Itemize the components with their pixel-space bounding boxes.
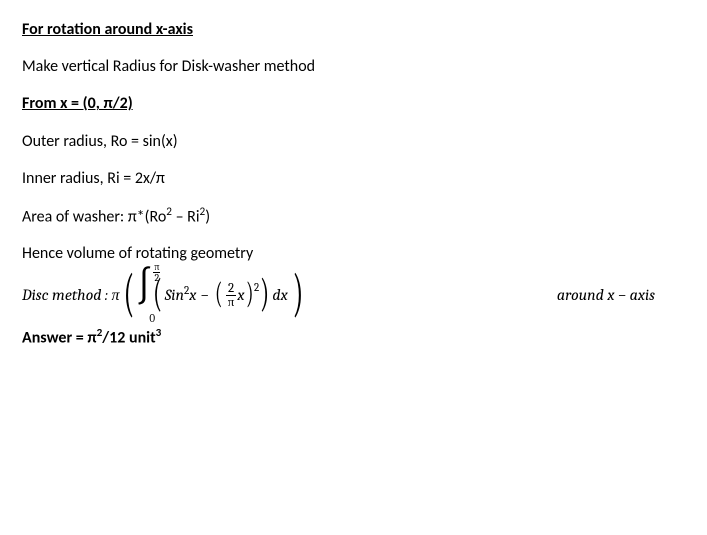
text-outer-radius: Outer radius, Ro = sin(x) xyxy=(22,132,685,151)
sin: Sin xyxy=(165,286,184,305)
formula-label: Disc method : π xyxy=(22,286,119,305)
squared: 2 xyxy=(254,281,259,294)
x2: x xyxy=(237,286,244,305)
area-end: ) xyxy=(205,207,210,226)
minus: − xyxy=(200,286,209,305)
formula-axis-note: around x − axis xyxy=(557,286,685,305)
frac-den: π xyxy=(226,296,237,309)
answer-mid: /12 unit xyxy=(102,328,155,347)
formula-expression: Disc method : π ( ∫ π 2 0 ( Sin2x − ( 2 … xyxy=(22,282,308,309)
formula-row: Disc method : π ( ∫ π 2 0 ( Sin2x − ( 2 … xyxy=(22,282,685,309)
answer-pre: Answer = π xyxy=(22,328,97,347)
frac-num: 2 xyxy=(226,282,236,296)
fraction: 2 π xyxy=(226,282,237,309)
area-pre: Area of washer: π*(Ro xyxy=(22,207,166,226)
text-hence-volume: Hence volume of rotating geometry xyxy=(22,244,685,263)
answer-line: Answer = π2/12 unit3 xyxy=(22,327,685,348)
area-mid: – Ri xyxy=(172,207,200,226)
dx: dx xyxy=(272,286,287,305)
x1: x xyxy=(189,286,196,305)
text-inner-radius: Inner radius, Ri = 2x/π xyxy=(22,169,685,188)
heading-from-x: From x = (0, π/2) xyxy=(22,94,685,113)
text-area-washer: Area of washer: π*(Ro2 – Ri2) xyxy=(22,206,685,227)
text-make-vertical: Make vertical Radius for Disk-washer met… xyxy=(22,57,685,76)
integral: ∫ π 2 0 xyxy=(139,286,149,305)
heading-rotation: For rotation around x-axis xyxy=(22,20,685,39)
